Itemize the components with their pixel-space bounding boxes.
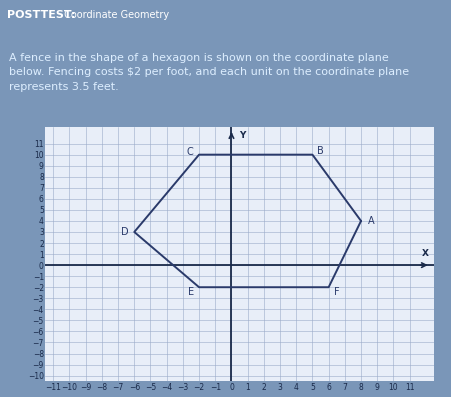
Text: X: X [421,249,428,258]
Text: D: D [121,227,129,237]
Text: A: A [367,216,373,226]
Text: F: F [333,287,338,297]
Text: Coordinate Geometry: Coordinate Geometry [61,10,169,20]
Text: A fence in the shape of a hexagon is shown on the coordinate plane
below. Fencin: A fence in the shape of a hexagon is sho… [9,52,408,92]
Text: POSTTEST:: POSTTEST: [7,10,75,20]
Text: E: E [187,287,193,297]
Text: C: C [186,147,193,158]
Text: Y: Y [239,131,245,141]
Text: B: B [317,146,323,156]
